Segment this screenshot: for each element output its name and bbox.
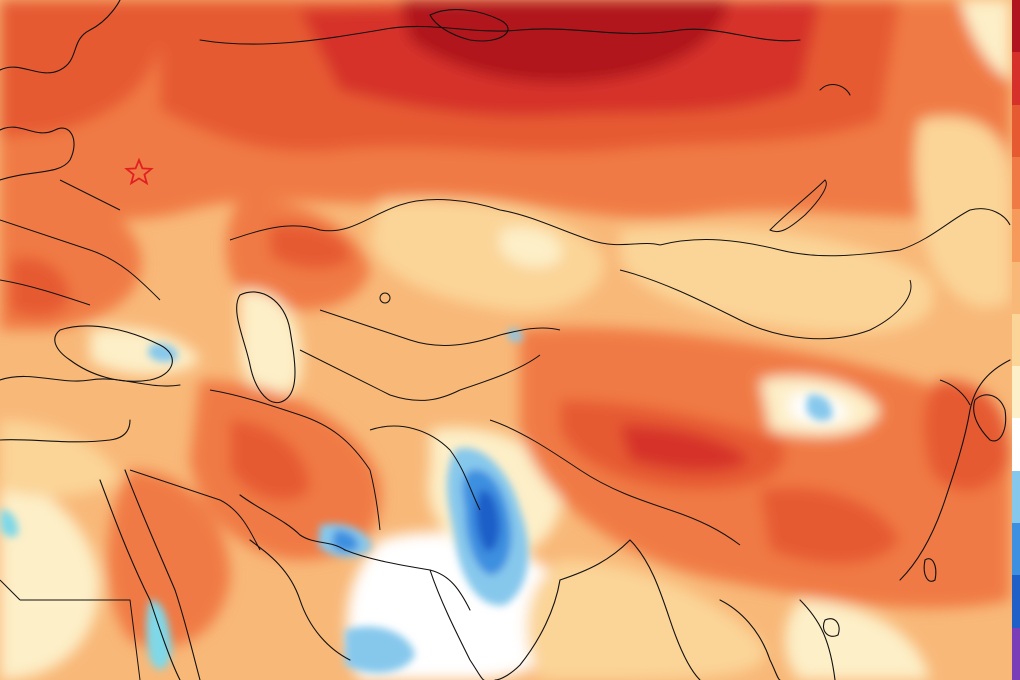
colorbar-segment [1012, 366, 1020, 420]
cold-anomaly-pockets [0, 328, 833, 673]
colorbar-segment [1012, 575, 1020, 629]
colorbar-segment [1012, 52, 1020, 106]
colorbar-edge [1012, 0, 1020, 680]
colorbar-segment [1012, 470, 1020, 525]
country-borders [0, 179, 1011, 680]
colorbar-segment [1012, 523, 1020, 577]
colorbar-segment [1012, 313, 1020, 368]
location-marker [124, 157, 154, 186]
colorbar-segment [1012, 418, 1020, 472]
colorbar-segment [1012, 0, 1020, 54]
colorbar-segment [1012, 627, 1020, 680]
colorbar-segment [1012, 104, 1020, 158]
colorbar-segment [1012, 261, 1020, 315]
colorbar-segment [1012, 156, 1020, 211]
star-icon [124, 157, 154, 186]
colorbar-segment [1012, 209, 1020, 263]
